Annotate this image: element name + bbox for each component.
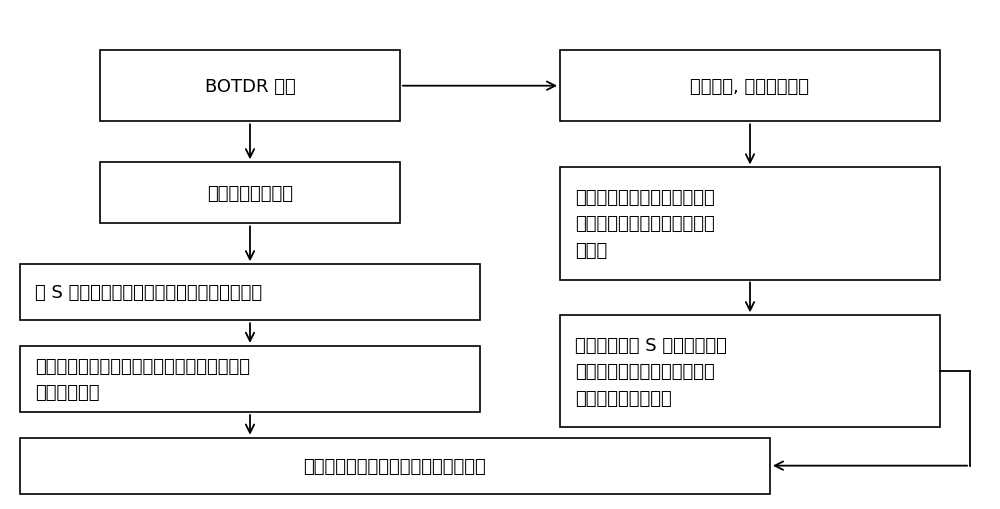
Text: 将 S 次检测所用的不同频段的残缺谱进行拼接: 将 S 次检测所用的不同频段的残缺谱进行拼接	[35, 284, 262, 302]
Text: 利用前序基础实验对峰值频率进行校准: 利用前序基础实验对峰值频率进行校准	[304, 457, 486, 475]
Text: 计算拼谱次数 S 确定时，利用
残缺谱拼谱并互相关算得的峰
值与准确值的误差量: 计算拼谱次数 S 确定时，利用 残缺谱拼谱并互相关算得的峰 值与准确值的误差量	[575, 336, 727, 407]
Bar	[20, 346, 480, 412]
Text: 前序实验, 扫描得到全谱: 前序实验, 扫描得到全谱	[690, 77, 810, 96]
Bar	[20, 265, 480, 321]
Text: 扫描得到的残缺谱: 扫描得到的残缺谱	[207, 184, 293, 203]
Text: BOTDR 系统: BOTDR 系统	[205, 77, 295, 96]
Text: 将拼接后的频谱与标准洛伦兹曲线进行互相关
得到峰值频率: 将拼接后的频谱与标准洛伦兹曲线进行互相关 得到峰值频率	[35, 357, 250, 402]
Bar	[100, 163, 400, 224]
Bar	[560, 168, 940, 280]
Bar	[560, 51, 940, 122]
Bar	[100, 51, 400, 122]
Text: 将扫描得到的全谱与标准洛伦
兹曲线进行互相关得到准确峰
值频率: 将扫描得到的全谱与标准洛伦 兹曲线进行互相关得到准确峰 值频率	[575, 189, 715, 259]
Bar	[560, 316, 940, 428]
Bar	[20, 438, 770, 494]
